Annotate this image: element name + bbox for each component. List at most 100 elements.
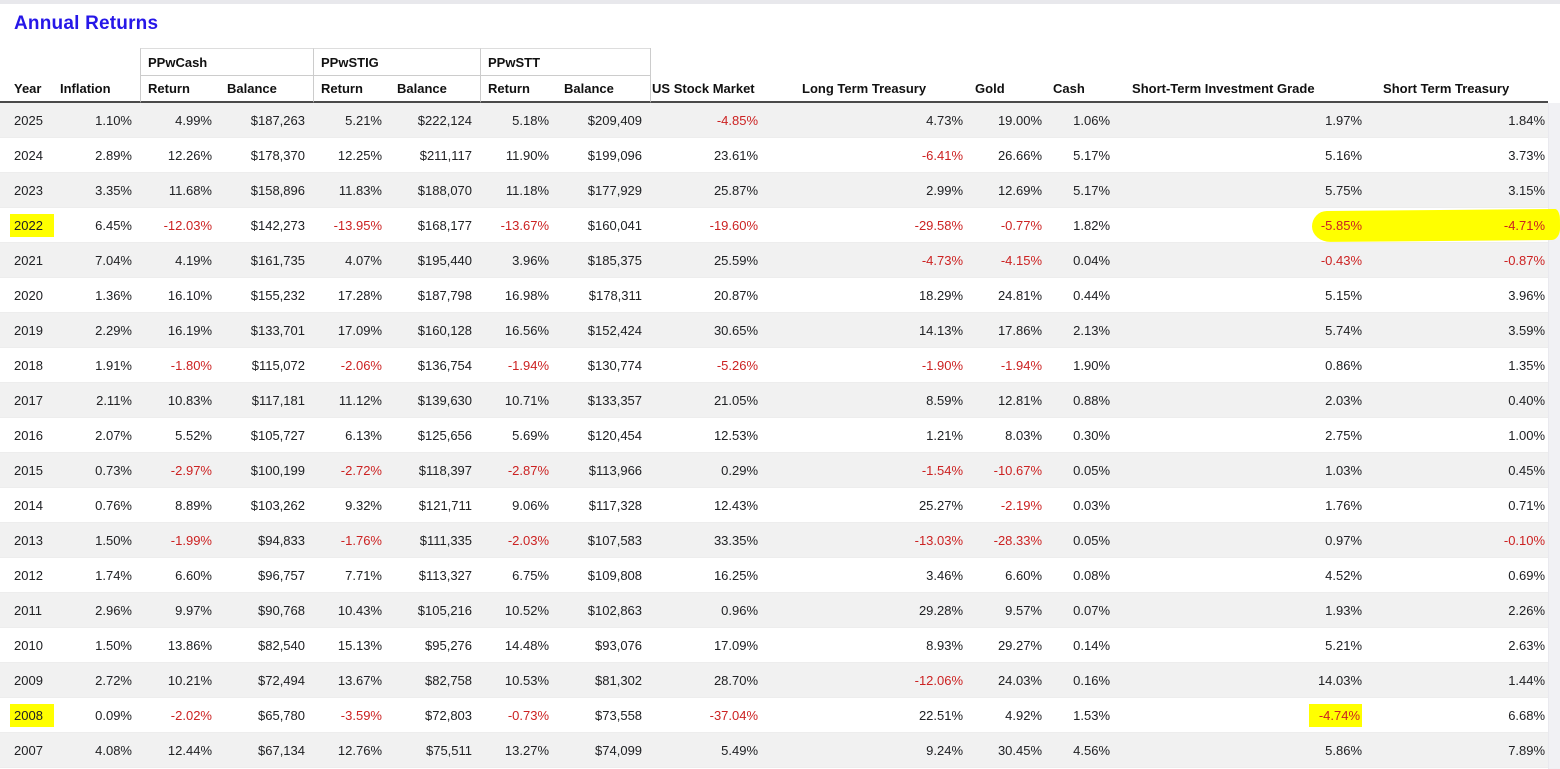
cell-value: 2.29% bbox=[95, 322, 132, 338]
cell-value: -13.67% bbox=[500, 217, 550, 233]
cell-ppwstig_balance: $82,758 bbox=[390, 663, 481, 698]
cell-value: 2024 bbox=[14, 147, 43, 163]
vertical-scrollbar[interactable] bbox=[1548, 103, 1560, 769]
cell-value: 2025 bbox=[14, 112, 43, 128]
cell-cash: 1.53% bbox=[1052, 698, 1121, 733]
cell-short_term_treasury: -4.71% bbox=[1372, 208, 1549, 243]
cell-value: 9.57% bbox=[1005, 602, 1043, 618]
cell-gold: -0.77% bbox=[973, 208, 1053, 243]
cell-ppwcash_return: -12.03% bbox=[140, 208, 220, 243]
cell-long_term_treasury: 2.99% bbox=[768, 173, 974, 208]
table-row-2016: 2016 2.07% 5.52% $105,727 6.13% $125,656 5.69%… bbox=[0, 418, 1549, 453]
cell-year: 2020 bbox=[0, 278, 60, 313]
column-header-ppwstt_balance: Balance bbox=[557, 76, 651, 103]
cell-value: 20.87% bbox=[713, 287, 759, 303]
cell-ppwcash_balance: $100,199 bbox=[220, 453, 313, 488]
cell-inflation: 4.08% bbox=[60, 733, 140, 768]
cell-value: $130,774 bbox=[587, 357, 643, 373]
cell-value: 1.50% bbox=[95, 532, 132, 548]
cell-short_term_treasury: 1.00% bbox=[1372, 418, 1549, 453]
cell-gold: 19.00% bbox=[973, 103, 1053, 138]
cell-short_term_investment_grade: -5.85% bbox=[1120, 208, 1373, 243]
cell-value: 0.07% bbox=[1073, 602, 1111, 618]
cell-value: -4.74% bbox=[1308, 703, 1363, 727]
cell-us_stock_market: 16.25% bbox=[650, 558, 769, 593]
cell-value: 15.13% bbox=[337, 637, 382, 653]
cell-ppwstt_return: 5.18% bbox=[480, 103, 558, 138]
cell-short_term_investment_grade: 14.03% bbox=[1120, 663, 1373, 698]
cell-value: -19.60% bbox=[709, 217, 759, 233]
cell-short_term_treasury: -0.10% bbox=[1372, 523, 1549, 558]
column-header-ppwstt_return: Return bbox=[480, 76, 558, 103]
cell-long_term_treasury: 4.73% bbox=[768, 103, 974, 138]
cell-value: 1.90% bbox=[1073, 357, 1111, 373]
cell-ppwstig_balance: $187,798 bbox=[390, 278, 481, 313]
cell-value: -1.99% bbox=[170, 532, 212, 548]
cell-ppwcash_balance: $65,780 bbox=[220, 698, 313, 733]
cell-ppwstig_balance: $105,216 bbox=[390, 593, 481, 628]
cell-value: 1.74% bbox=[95, 567, 132, 583]
cell-ppwstt_return: 3.96% bbox=[480, 243, 558, 278]
cell-value: 0.86% bbox=[1325, 357, 1363, 373]
cell-us_stock_market: 33.35% bbox=[650, 523, 769, 558]
cell-value: 24.81% bbox=[997, 287, 1043, 303]
cell-value: $195,440 bbox=[417, 252, 473, 268]
cell-inflation: 1.10% bbox=[60, 103, 140, 138]
cell-value: 13.67% bbox=[337, 672, 382, 688]
cell-ppwstt_balance: $109,808 bbox=[557, 558, 651, 593]
cell-ppwstig_balance: $72,803 bbox=[390, 698, 481, 733]
cell-cash: 4.56% bbox=[1052, 733, 1121, 768]
cell-ppwstig_balance: $95,276 bbox=[390, 628, 481, 663]
cell-long_term_treasury: 29.28% bbox=[768, 593, 974, 628]
cell-ppwcash_return: -2.97% bbox=[140, 453, 220, 488]
cell-ppwcash_balance: $155,232 bbox=[220, 278, 313, 313]
cell-ppwstt_return: 6.75% bbox=[480, 558, 558, 593]
cell-cash: 0.44% bbox=[1052, 278, 1121, 313]
cell-ppwcash_return: 11.68% bbox=[140, 173, 220, 208]
cell-value: 6.60% bbox=[175, 567, 212, 583]
cell-ppwstig_return: 17.09% bbox=[313, 313, 390, 348]
cell-long_term_treasury: 1.21% bbox=[768, 418, 974, 453]
cell-gold: -28.33% bbox=[973, 523, 1053, 558]
cell-value: 11.83% bbox=[338, 182, 382, 198]
table-body: 2025 1.10% 4.99% $187,263 5.21% $222,124 5.18%… bbox=[0, 103, 1549, 768]
cell-value: -1.54% bbox=[921, 462, 964, 478]
cell-value: -0.77% bbox=[1000, 217, 1043, 233]
column-header-ppwstig_return: Return bbox=[313, 76, 390, 103]
cell-gold: 9.57% bbox=[973, 593, 1053, 628]
cell-short_term_treasury: 2.26% bbox=[1372, 593, 1549, 628]
cell-short_term_treasury: 0.69% bbox=[1372, 558, 1549, 593]
cell-ppwstig_return: 15.13% bbox=[313, 628, 390, 663]
cell-value: 25.87% bbox=[713, 182, 759, 198]
cell-ppwstt_balance: $73,558 bbox=[557, 698, 651, 733]
cell-value: 12.76% bbox=[337, 742, 382, 758]
cell-ppwcash_balance: $117,181 bbox=[220, 383, 313, 418]
cell-value: 11.12% bbox=[338, 392, 382, 408]
cell-value: 1.97% bbox=[1325, 112, 1363, 128]
cell-value: 2022 bbox=[10, 213, 54, 237]
cell-value: 10.53% bbox=[504, 672, 550, 688]
cell-value: 23.61% bbox=[713, 147, 759, 163]
cell-value: 0.04% bbox=[1073, 252, 1111, 268]
cell-long_term_treasury: 14.13% bbox=[768, 313, 974, 348]
cell-value: $103,262 bbox=[250, 497, 305, 513]
column-header-short_term_treasury: Short Term Treasury bbox=[1372, 76, 1549, 103]
cell-value: 2021 bbox=[14, 252, 43, 268]
cell-short_term_investment_grade: 5.15% bbox=[1120, 278, 1373, 313]
cell-value: 4.92% bbox=[1005, 707, 1043, 723]
cell-value: 0.09% bbox=[95, 707, 132, 723]
cell-ppwstig_return: -1.76% bbox=[313, 523, 390, 558]
cell-value: $117,328 bbox=[588, 497, 643, 513]
cell-ppwstig_return: 6.13% bbox=[313, 418, 390, 453]
cell-short_term_treasury: 3.96% bbox=[1372, 278, 1549, 313]
cell-inflation: 1.36% bbox=[60, 278, 140, 313]
cell-us_stock_market: -37.04% bbox=[650, 698, 769, 733]
cell-value: 2007 bbox=[14, 742, 43, 758]
cell-value: 9.06% bbox=[512, 497, 550, 513]
cell-value: 24.03% bbox=[997, 672, 1043, 688]
cell-value: 0.44% bbox=[1073, 287, 1111, 303]
cell-value: 2013 bbox=[14, 532, 43, 548]
cell-value: 26.66% bbox=[997, 147, 1043, 163]
table-row-2007: 2007 4.08% 12.44% $67,134 12.76% $75,511 13.27… bbox=[0, 733, 1549, 768]
column-header-ppwcash_balance: Balance bbox=[220, 76, 313, 103]
